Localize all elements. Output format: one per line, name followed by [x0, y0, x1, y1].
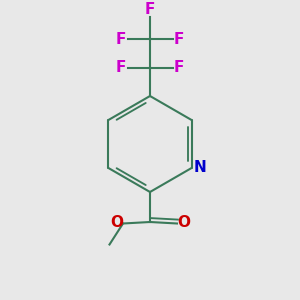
Text: N: N: [194, 160, 206, 175]
Text: O: O: [110, 215, 123, 230]
Text: F: F: [116, 32, 126, 46]
Text: O: O: [177, 215, 190, 230]
Text: F: F: [116, 60, 126, 75]
Text: F: F: [174, 60, 184, 75]
Text: F: F: [145, 2, 155, 17]
Text: F: F: [174, 32, 184, 46]
